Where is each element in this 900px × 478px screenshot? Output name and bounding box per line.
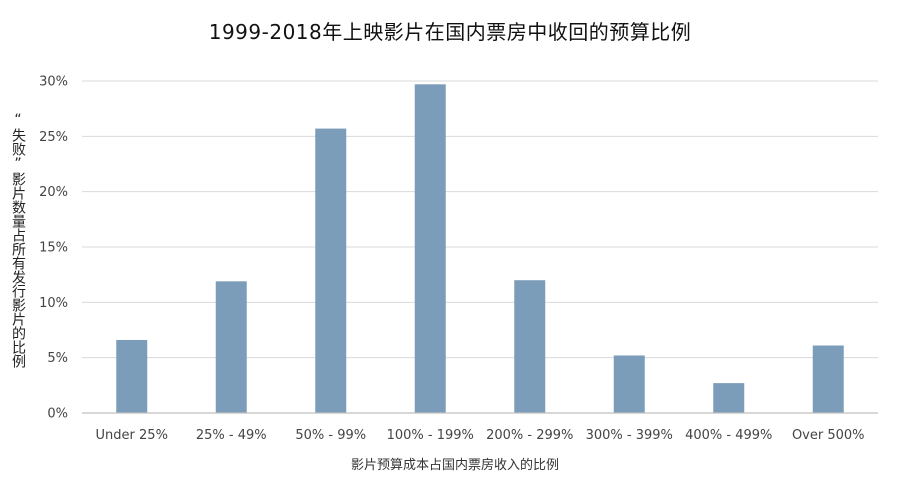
x-tick-label: 200% - 299% [486,428,573,443]
bars [116,84,844,413]
bar [713,383,745,413]
y-tick-label: 30% [39,75,68,90]
x-tick-label: Over 500% [792,428,865,443]
y-tick-labels: 0% 5% 10% 15% 20% 25% 30% [39,75,68,422]
x-axis-title: 影片预算成本占国内票房收入的比例 [350,458,559,473]
y-tick-label: 15% [39,241,68,256]
y-axis-title: “失败”影片数量占所有发行影片的比例 [10,112,26,368]
chart-title: 1999-2018年上映影片在国内票房中收回的预算比例 [208,20,692,44]
x-tick-label: 300% - 399% [586,428,673,443]
x-tick-label: 100% - 199% [387,428,474,443]
bar [414,84,446,413]
bar [315,128,347,413]
y-tick-label: 20% [39,185,68,200]
y-tick-label: 5% [47,351,68,366]
bar [613,355,645,413]
bar [215,281,247,413]
bar [116,339,148,413]
x-tick-label: 25% - 49% [196,428,267,443]
x-tick-label: Under 25% [96,428,168,443]
x-tick-labels: Under 25% 25% - 49% 50% - 99% 100% - 199% 20… [96,428,865,443]
gridlines [82,80,878,359]
x-tick-label: 400% - 499% [685,428,772,443]
y-tick-label: 10% [39,296,68,311]
y-tick-label: 0% [47,407,68,422]
bar [812,345,844,413]
x-tick-label: 50% - 99% [295,428,366,443]
bar [514,280,546,413]
y-tick-label: 25% [39,130,68,145]
